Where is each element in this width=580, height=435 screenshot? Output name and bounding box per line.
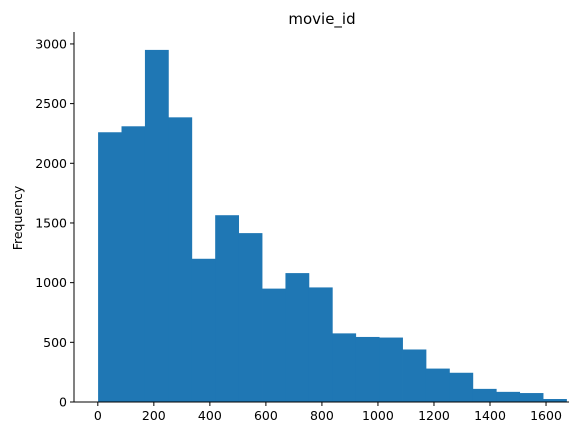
x-tick-label: 400 xyxy=(198,408,222,423)
histogram-bar xyxy=(355,336,380,402)
histogram-bar xyxy=(215,215,240,402)
x-tick-label: 1200 xyxy=(418,408,450,423)
histogram-bar xyxy=(121,126,146,403)
histogram-bar xyxy=(402,349,427,402)
histogram-bar xyxy=(449,372,474,402)
histogram-bar xyxy=(262,288,286,402)
histogram-bar xyxy=(285,273,310,402)
x-tick-label: 1000 xyxy=(362,408,394,423)
histogram-bar xyxy=(238,233,263,402)
x-tick-label: 1400 xyxy=(474,408,506,423)
y-axis: 0 500 1000 1500 2000 2500 3000 xyxy=(35,32,75,410)
x-tick-label: 0 xyxy=(94,408,102,423)
histogram-bar xyxy=(308,287,333,402)
x-tick-label: 1600 xyxy=(530,408,562,423)
y-tick-label: 2500 xyxy=(35,96,67,111)
chart-title: movie_id xyxy=(288,10,355,29)
y-tick-label: 0 xyxy=(59,395,67,410)
histogram-bar xyxy=(543,399,567,402)
x-axis: 0 200 400 600 800 1000 1200 1400 1600 xyxy=(74,401,569,423)
y-tick-label: 500 xyxy=(43,335,67,350)
histogram-bar xyxy=(144,49,169,402)
histogram-bar xyxy=(332,333,357,402)
y-tick-label: 1500 xyxy=(35,215,67,230)
histogram-bar xyxy=(98,132,122,403)
x-tick-label: 800 xyxy=(310,408,334,423)
y-tick-label: 1000 xyxy=(35,275,67,290)
histogram-bar xyxy=(472,388,497,402)
y-tick-label: 3000 xyxy=(35,36,67,51)
y-tick-label: 2000 xyxy=(35,156,67,171)
y-axis-label: Frequency xyxy=(10,185,25,250)
histogram-bar xyxy=(168,117,193,402)
x-tick-label: 200 xyxy=(142,408,166,423)
histogram-bar xyxy=(519,393,544,402)
x-tick-label: 600 xyxy=(254,408,278,423)
histogram-bar xyxy=(425,368,450,402)
histogram-bar xyxy=(379,337,403,402)
bars-group xyxy=(98,49,567,403)
histogram-bar xyxy=(496,391,521,402)
histogram-bar xyxy=(191,258,216,402)
